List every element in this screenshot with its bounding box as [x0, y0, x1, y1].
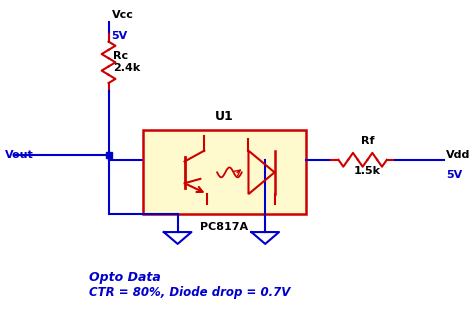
Text: Rc: Rc: [113, 51, 128, 61]
Text: Vdd: Vdd: [446, 150, 470, 160]
Text: 5V: 5V: [111, 31, 128, 41]
Text: CTR = 80%, Diode drop = 0.7V: CTR = 80%, Diode drop = 0.7V: [89, 286, 290, 299]
Text: 1.5k: 1.5k: [354, 166, 381, 176]
Bar: [143, 130, 306, 214]
Text: Rf: Rf: [361, 136, 374, 146]
Text: 2.4k: 2.4k: [113, 63, 141, 73]
Text: Opto Data: Opto Data: [89, 270, 161, 283]
Text: 5V: 5V: [446, 170, 462, 180]
Text: U1: U1: [215, 110, 234, 123]
Text: Vcc: Vcc: [111, 10, 133, 20]
Text: Vout: Vout: [5, 150, 34, 160]
Text: PC817A: PC817A: [201, 222, 248, 232]
